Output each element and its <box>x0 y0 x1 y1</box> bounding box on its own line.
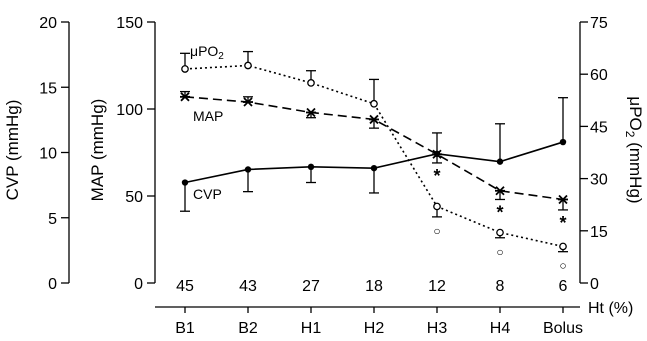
po2-point <box>307 79 315 87</box>
ht-value: 8 <box>496 278 505 295</box>
cvp-series-label: CVP <box>193 186 222 202</box>
cvp-point <box>559 138 567 146</box>
ht-value: 6 <box>559 278 568 295</box>
map-point <box>243 97 253 107</box>
po2-axis-label-main: μPO <box>626 96 645 130</box>
ht-value: 43 <box>239 278 257 295</box>
category-label: B2 <box>238 320 258 337</box>
ht-label: Ht (%) <box>588 300 633 317</box>
significance-markers: * * * ○ ○ ○ <box>433 166 566 273</box>
cvp-point <box>307 163 315 171</box>
po2-axis-label-unit: (mmHg) <box>626 137 645 203</box>
significance-star: * <box>559 213 566 233</box>
ht-value: 27 <box>302 278 320 295</box>
significance-circle: ○ <box>496 245 503 259</box>
map-point <box>369 114 379 125</box>
series-layer <box>180 50 568 253</box>
category-ticks <box>184 307 564 313</box>
map-point <box>495 186 505 196</box>
po2-tick-label: 30 <box>590 172 608 189</box>
po2-point <box>496 228 504 237</box>
ht-value: 12 <box>428 278 446 295</box>
cvp-tick-label: 5 <box>48 211 57 228</box>
map-tick-label: 100 <box>116 102 143 119</box>
map-axis: MAP (mmHg) <box>88 22 156 283</box>
po2-point <box>244 61 252 70</box>
ht-value: 45 <box>176 278 194 295</box>
cvp-tick-label: 20 <box>39 15 57 32</box>
significance-star: * <box>496 202 503 222</box>
significance-star: * <box>433 166 440 186</box>
map-tick-label: 50 <box>125 189 143 206</box>
po2-tick-label: 60 <box>590 67 608 84</box>
category-labels: B1 B2 H1 H2 H3 H4 Bolus <box>175 320 583 337</box>
significance-circle: ○ <box>559 259 566 273</box>
map-point <box>432 149 442 159</box>
cvp-point <box>181 179 189 186</box>
po2-tick-label: 15 <box>590 224 608 241</box>
category-label: H1 <box>301 320 322 337</box>
po2-axis-label-sub: 2 <box>623 131 637 138</box>
ht-row: 45 43 27 18 12 8 6 Ht (%) <box>155 278 633 317</box>
category-label: H2 <box>364 320 385 337</box>
map-point <box>558 194 568 205</box>
cvp-point <box>244 166 252 173</box>
po2-tick-label: 45 <box>590 119 608 136</box>
cvp-tick-label: 10 <box>39 146 57 163</box>
po2-axis-label: μPO2 (mmHg) <box>623 96 645 203</box>
significance-circle: ○ <box>433 224 440 238</box>
po2-series-label-main: μPO <box>190 43 218 59</box>
category-label: H4 <box>490 320 511 337</box>
po2-point <box>370 99 378 108</box>
axis-ticks: 0 5 10 15 20 0 50 100 150 0 15 30 45 60 75 <box>39 15 608 293</box>
map-point <box>306 107 316 118</box>
po2-tick-label: 75 <box>590 15 608 32</box>
category-label: B1 <box>175 320 195 337</box>
cvp-point <box>370 164 378 172</box>
map-axis-label: MAP (mmHg) <box>88 99 107 202</box>
map-point <box>180 92 190 102</box>
cvp-axis: CVP (mmHg) <box>3 22 70 283</box>
category-label: H3 <box>427 320 448 337</box>
map-tick-label: 150 <box>116 15 143 32</box>
series-labels: μPO2 MAP CVP <box>190 43 224 202</box>
cvp-tick-label: 15 <box>39 80 57 97</box>
cvp-tick-label: 0 <box>48 276 57 293</box>
cvp-point <box>496 158 504 165</box>
category-label: Bolus <box>543 320 583 337</box>
po2-series-label-sub: 2 <box>218 51 224 62</box>
po2-point <box>559 242 567 251</box>
map-tick-label: 0 <box>134 276 143 293</box>
po2-axis: μPO2 (mmHg) <box>579 22 645 283</box>
po2-tick-label: 0 <box>590 276 599 293</box>
map-series-label: MAP <box>193 108 223 124</box>
ht-values: 45 43 27 18 12 8 6 <box>176 278 567 295</box>
cvp-axis-label: CVP (mmHg) <box>3 100 22 201</box>
po2-point <box>181 65 189 73</box>
po2-point <box>433 202 441 211</box>
ht-value: 18 <box>365 278 383 295</box>
po2-series-label: μPO2 <box>190 43 224 62</box>
